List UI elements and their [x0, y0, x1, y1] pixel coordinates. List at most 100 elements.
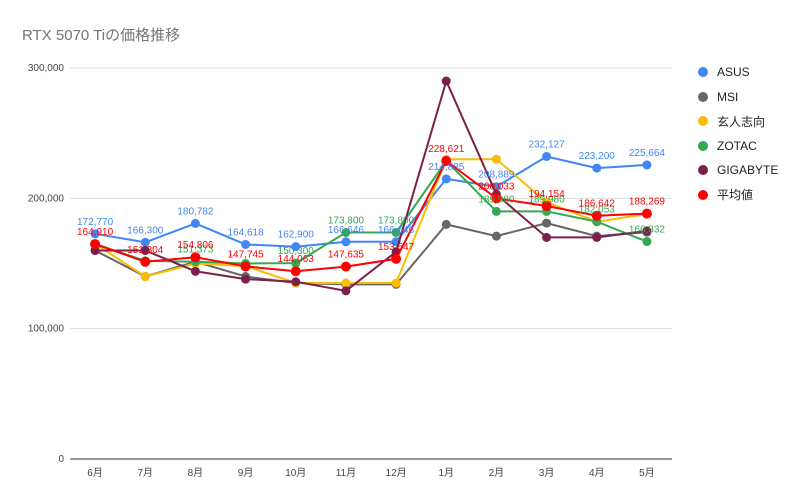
data-label: 200,033 — [478, 181, 515, 192]
data-point — [291, 277, 301, 287]
legend-item: 平均値 — [698, 183, 778, 208]
legend-item: 玄人志向 — [698, 109, 778, 134]
x-tick-label: 1月 — [438, 467, 454, 479]
data-point — [642, 237, 652, 247]
y-tick-label: 200,000 — [28, 193, 65, 204]
data-point — [542, 232, 552, 242]
x-axis: 6月 7月 8月 9月 10月 11月 12月 1月 2月 3月 4月 5月 — [87, 467, 654, 479]
legend-marker — [698, 67, 708, 78]
data-point — [391, 278, 401, 288]
legend-marker — [698, 189, 708, 200]
data-label: 166,646 — [328, 225, 365, 236]
data-point — [340, 261, 351, 272]
x-tick-label: 10月 — [285, 467, 306, 479]
legend-marker — [698, 116, 708, 127]
data-label: 232,127 — [529, 139, 566, 150]
data-point — [642, 226, 652, 236]
data-point — [341, 278, 351, 288]
series-line — [94, 222, 647, 286]
data-point — [441, 156, 452, 167]
data-label: 147,745 — [228, 249, 265, 260]
data-point — [491, 154, 501, 164]
data-point — [641, 208, 652, 219]
data-label: 166,832 — [629, 225, 666, 236]
data-point — [441, 219, 451, 229]
legend-item: ASUS — [698, 60, 778, 85]
data-label: 147,635 — [328, 250, 365, 261]
x-tick-label: 11月 — [336, 467, 356, 479]
data-label: 153,547 — [378, 242, 415, 253]
data-point — [190, 218, 200, 228]
data-point — [591, 210, 602, 221]
x-tick-label: 4月 — [589, 467, 605, 479]
data-point — [491, 231, 501, 241]
data-point — [240, 261, 251, 272]
data-label: 223,200 — [579, 151, 616, 162]
data-label: 166,646 — [378, 225, 415, 236]
data-point — [140, 245, 150, 255]
legend-item: MSI — [698, 85, 778, 110]
data-label: 150,300 — [278, 246, 315, 257]
data-label: 225,664 — [629, 148, 666, 159]
legend-marker — [698, 91, 708, 102]
data-point — [290, 266, 301, 277]
y-tick-label: 300,000 — [28, 63, 65, 74]
data-label: 189,980 — [478, 194, 515, 205]
data-point — [291, 242, 301, 252]
data-point — [241, 239, 251, 249]
legend-label: 玄人志向 — [717, 114, 766, 129]
data-point — [190, 252, 201, 263]
data-label: 173,800 — [378, 215, 415, 226]
data-label: 208,889 — [478, 170, 515, 181]
legend-label: 平均値 — [717, 188, 754, 203]
data-point — [592, 163, 602, 173]
data-point — [291, 258, 301, 268]
series-lines — [90, 76, 652, 296]
data-label: 144,063 — [278, 254, 315, 265]
data-label: 173,800 — [328, 215, 365, 226]
data-label: 189,980 — [529, 194, 566, 205]
y-tick-label: 100,000 — [28, 324, 65, 335]
data-label: 186,642 — [579, 199, 616, 210]
data-point — [140, 272, 150, 282]
legend: ASUS MSI 玄人志向 ZOTAC GIGABYTE 平均値 — [698, 60, 778, 207]
x-tick-label: 6月 — [87, 467, 103, 479]
legend-label: GIGABYTE — [717, 163, 779, 178]
data-label: 164,618 — [228, 227, 265, 238]
data-label: 151,304 — [127, 245, 164, 256]
data-point — [491, 206, 501, 216]
data-point — [341, 237, 351, 247]
legend-item: ZOTAC — [698, 134, 778, 159]
x-tick-label: 8月 — [188, 467, 204, 479]
series-line — [94, 160, 648, 265]
data-label: 180,782 — [177, 206, 214, 217]
data-label: 194,154 — [529, 189, 566, 200]
data-point — [241, 274, 251, 284]
data-point — [542, 218, 552, 228]
gridlines — [70, 67, 672, 460]
data-label: 151,373 — [177, 245, 214, 256]
y-tick-label: 0 — [58, 454, 64, 465]
data-label: 154,806 — [177, 240, 214, 251]
data-label: 214,885 — [428, 162, 465, 173]
data-point — [441, 174, 451, 184]
data-point — [140, 256, 151, 267]
data-point — [491, 193, 502, 204]
data-label: 164,910 — [77, 227, 114, 238]
legend-label: ASUS — [717, 65, 750, 80]
data-point — [140, 237, 150, 247]
legend-item: GIGABYTE — [698, 158, 778, 183]
x-tick-label: 5月 — [639, 467, 655, 479]
legend-marker — [698, 165, 708, 176]
data-label: 188,269 — [629, 197, 666, 208]
data-point — [541, 200, 552, 211]
data-labels: 172,770 166,300 180,782 164,618 162,900 166,6… — [77, 139, 665, 265]
data-point — [391, 253, 402, 264]
data-point — [341, 227, 351, 237]
data-point — [592, 232, 602, 242]
x-tick-label: 7月 — [137, 467, 153, 479]
x-tick-label: 2月 — [489, 467, 505, 479]
legend-label: MSI — [717, 89, 739, 104]
data-label: 166,300 — [127, 225, 164, 236]
